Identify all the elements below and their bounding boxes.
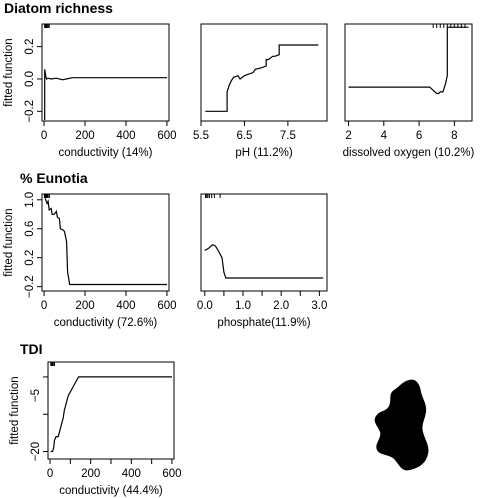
x-tick-label: 200 xyxy=(75,300,94,312)
fitted-curve xyxy=(44,198,167,286)
y-tick-label: −0.2 xyxy=(24,100,36,123)
x-tick-label: 600 xyxy=(162,468,181,480)
x-tick-label: 400 xyxy=(122,468,141,480)
chart-panel-3: 0 200 400 600 −0.2 0.2 0.6 1.0 conductivity (72.… xyxy=(3,192,177,329)
x-tick-label: 600 xyxy=(157,300,176,312)
black-blob-silhouette-icon xyxy=(374,379,429,471)
chart-panel-1: 5.5 6.5 7.5 pH (11.2%) xyxy=(193,23,328,159)
plot-frame xyxy=(200,193,328,292)
y-axis-label: fitted function xyxy=(3,38,15,106)
x-tick-label: 4 xyxy=(381,130,388,142)
chart-panel-2: 2 4 6 8 dissolved oxygen (10.2%) xyxy=(343,23,475,159)
fitted-curve xyxy=(204,243,324,279)
x-tick-label: 200 xyxy=(81,468,100,480)
section-title-diatom-richness: Diatom richness xyxy=(4,0,113,16)
y-tick-label: 0.0 xyxy=(24,71,36,87)
x-axis-label: conductivity (44.4%) xyxy=(59,485,163,497)
section-title-eunotia: % Eunotia xyxy=(20,170,88,186)
x-tick-label: 0 xyxy=(41,130,47,142)
plot-frame xyxy=(41,193,170,292)
y-tick-label: −0.2 xyxy=(24,275,36,298)
x-tick-label: 0.0 xyxy=(197,300,213,312)
plot-frame xyxy=(41,23,170,122)
y-tick-label: 0.2 xyxy=(24,39,36,55)
x-axis-label: conductivity (14%) xyxy=(59,147,153,159)
x-tick-label: 2 xyxy=(345,130,351,142)
fitted-curve xyxy=(348,26,469,95)
fitted-curve xyxy=(205,44,319,112)
chart-panel-0: 0 200 400 600 −0.2 0.0 0.2 conductivity (14%) fi… xyxy=(3,23,177,159)
x-tick-label: 0 xyxy=(41,300,47,312)
y-tick-label: 0.2 xyxy=(24,250,36,266)
x-tick-label: 0 xyxy=(47,468,53,480)
x-tick-label: 7.5 xyxy=(280,130,296,142)
fitted-curve xyxy=(44,69,167,121)
plot-frame xyxy=(344,23,473,122)
y-axis-label: fitted function xyxy=(9,376,21,444)
x-tick-label: 1.0 xyxy=(235,300,251,312)
y-tick-label: 0.6 xyxy=(24,221,36,237)
x-tick-label: 400 xyxy=(116,130,135,142)
x-axis-label: phosphate(11.9%) xyxy=(217,317,310,329)
fitted-curve xyxy=(50,376,172,453)
x-tick-label: 200 xyxy=(75,130,94,142)
y-tick-label: −20 xyxy=(30,442,42,462)
plot-frame xyxy=(200,23,328,122)
x-tick-label: 8 xyxy=(451,130,457,142)
x-tick-label: 3.0 xyxy=(311,300,327,312)
x-axis-label: conductivity (72.6%) xyxy=(54,317,158,329)
y-tick-label: 1.0 xyxy=(24,192,36,208)
x-tick-label: 5.5 xyxy=(193,130,209,142)
x-tick-label: 400 xyxy=(116,300,135,312)
x-tick-label: 600 xyxy=(157,130,176,142)
x-tick-label: 6.5 xyxy=(236,130,252,142)
y-tick-label: −5 xyxy=(30,389,42,402)
x-axis-label: dissolved oxygen (10.2%) xyxy=(343,147,475,159)
x-axis-label: pH (11.2%) xyxy=(235,147,292,159)
chart-panel-5: 0 200 400 600 −20 −5 conductivity (44.4%) fitte… xyxy=(9,361,182,497)
x-tick-label: 2.0 xyxy=(273,300,289,312)
y-axis-label: fitted function xyxy=(3,208,15,276)
section-title-tdi: TDI xyxy=(20,341,43,357)
x-tick-label: 6 xyxy=(416,130,422,142)
